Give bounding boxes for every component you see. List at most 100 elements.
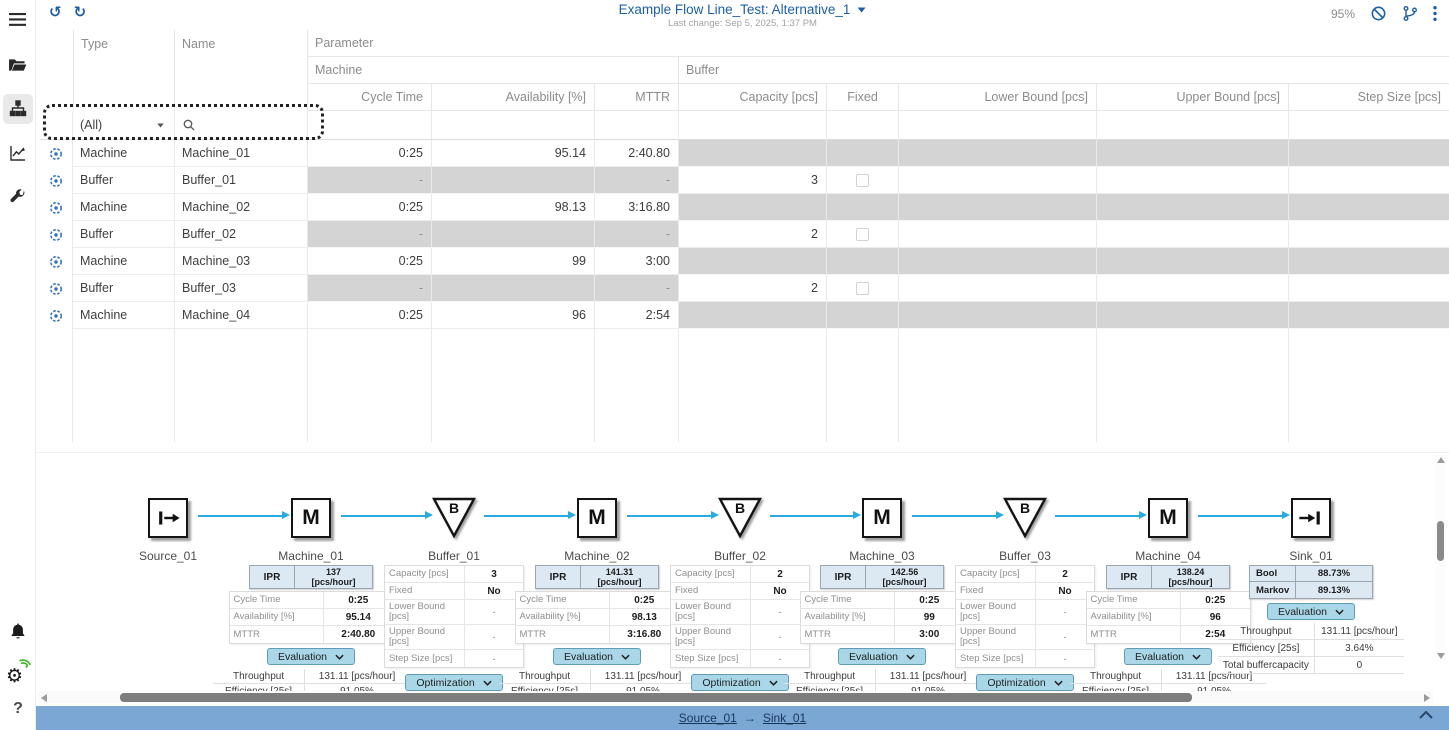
flow-arrow [1055, 511, 1147, 520]
node-buffer[interactable]: B [431, 496, 477, 540]
evaluation-dropdown-button[interactable]: Evaluation [837, 648, 927, 665]
fixed-checkbox[interactable] [856, 173, 869, 187]
tools-wrench-icon[interactable] [0, 178, 36, 216]
optimization-dropdown-button[interactable]: Optimization [976, 674, 1074, 691]
cell-lower-bound[interactable] [899, 221, 1097, 248]
node-sink[interactable] [1291, 498, 1331, 538]
svg-text:B: B [449, 500, 459, 516]
cell-availability[interactable]: 98.13 [432, 194, 595, 221]
cell-cycle-time[interactable]: 0:25 [308, 194, 432, 221]
undo-icon[interactable]: ↺ [49, 3, 62, 21]
evaluation-dropdown-button[interactable]: Evaluation [266, 648, 356, 665]
node-label: Source_01 [138, 549, 198, 563]
fixed-checkbox[interactable] [856, 227, 869, 241]
cell-lower-bound[interactable] [899, 167, 1097, 194]
cell-mttr[interactable]: 3:16.80 [595, 194, 679, 221]
cell-mttr[interactable]: 3:00 [595, 248, 679, 275]
flow-arrow [770, 511, 861, 520]
cell-lower-bound[interactable] [899, 275, 1097, 302]
source-icon [159, 511, 180, 525]
diagram-horizontal-scrollbar[interactable] [38, 691, 1433, 703]
chevron-down-icon [621, 654, 630, 660]
evaluation-dropdown-button[interactable]: Evaluation [552, 648, 642, 665]
cell-step-size[interactable] [1289, 167, 1449, 194]
scroll-up-arrow[interactable] [1436, 457, 1445, 463]
vertical-scrollbar-thumb[interactable] [1437, 521, 1444, 561]
optimization-dropdown-button[interactable]: Optimization [405, 674, 503, 691]
cell-upper-bound[interactable] [1097, 221, 1289, 248]
source-link[interactable]: Source_01 [678, 711, 737, 725]
cell-upper-bound[interactable] [1097, 167, 1289, 194]
optimization-dropdown-button[interactable]: Optimization [691, 674, 789, 691]
flow-diagram: Source_01 M Machine_01 IPR 137 [pcs/hour]… [36, 452, 1449, 706]
page-title: Example Flow Line_Test: Alternative_1 [618, 2, 851, 17]
node-buffer[interactable]: B [1002, 496, 1048, 540]
evaluation-dropdown-button[interactable]: Evaluation [1266, 603, 1356, 620]
row-target-icon[interactable] [40, 167, 73, 194]
cell-name: Buffer_02 [175, 221, 308, 248]
branch-icon[interactable] [1402, 5, 1418, 22]
evaluation-dropdown-button[interactable]: Evaluation [1123, 648, 1213, 665]
node-label: Machine_01 [278, 549, 344, 563]
chevron-down-icon [906, 654, 915, 660]
sink-link[interactable]: Sink_01 [762, 711, 807, 725]
more-options-kebab-icon[interactable] [1433, 5, 1437, 22]
row-target-icon[interactable] [40, 248, 73, 275]
caret-down-icon [857, 7, 866, 12]
cell-mttr[interactable]: 2:40.80 [595, 140, 679, 167]
row-target-icon[interactable] [40, 140, 73, 167]
type-filter-dropdown[interactable]: (All) [73, 111, 175, 140]
scroll-right-arrow[interactable] [1424, 693, 1430, 702]
chevron-down-icon [1054, 680, 1063, 686]
name-filter-search[interactable] [175, 111, 308, 140]
fixed-checkbox[interactable] [856, 281, 869, 295]
results-chart-icon[interactable] [0, 134, 36, 172]
sink-icon [1299, 511, 1320, 525]
open-project-icon[interactable] [0, 46, 36, 84]
notifications-bell-icon[interactable] [9, 623, 27, 642]
node-label: Buffer_02 [714, 549, 766, 563]
disable-icon[interactable] [1370, 5, 1387, 22]
cell-availability[interactable]: 96 [432, 302, 595, 329]
flow-arrow [484, 511, 576, 520]
path-arrow: → [743, 711, 756, 725]
buffer-params-table: Capacity [pcs] 2 Fixed No Lower Bound [pcs… [955, 565, 1095, 668]
scroll-left-arrow[interactable] [41, 693, 47, 702]
redo-icon[interactable]: ↻ [73, 3, 87, 21]
cell-step-size[interactable] [1289, 221, 1449, 248]
row-target-icon[interactable] [40, 302, 73, 329]
table-header: Type Name Parameter Machine Buffer Cycle… [40, 30, 1449, 111]
cell-cycle-time[interactable]: 0:25 [308, 140, 432, 167]
cell-capacity[interactable]: 3 [679, 167, 827, 194]
row-target-icon[interactable] [40, 194, 73, 221]
row-target-icon[interactable] [40, 221, 73, 248]
diagram-vertical-scrollbar[interactable] [1435, 455, 1446, 661]
cell-capacity[interactable]: 2 [679, 221, 827, 248]
node-machine[interactable]: M [1148, 498, 1188, 538]
model-structure-icon[interactable] [2, 94, 33, 124]
row-target-icon[interactable] [40, 275, 73, 302]
menu-icon[interactable] [0, 0, 36, 38]
cell-capacity[interactable]: 2 [679, 275, 827, 302]
cell-cycle-time[interactable]: 0:25 [308, 248, 432, 275]
node-buffer[interactable]: B [717, 496, 763, 540]
cell-step-size[interactable] [1289, 275, 1449, 302]
chevron-down-icon [335, 654, 344, 660]
node-machine[interactable]: M [577, 498, 617, 538]
scroll-down-arrow[interactable] [1436, 653, 1445, 659]
collapse-panel-button[interactable] [1419, 711, 1433, 719]
node-machine[interactable]: M [291, 498, 331, 538]
node-machine[interactable]: M [862, 498, 902, 538]
cell-cycle-time[interactable]: 0:25 [308, 302, 432, 329]
cell-upper-bound[interactable] [1097, 275, 1289, 302]
settings-gear-connection-icon[interactable]: ⚙ [6, 658, 31, 687]
flow-node-column-source-01: Source_01 [108, 495, 228, 563]
project-title-dropdown[interactable]: Example Flow Line_Test: Alternative_1 [619, 2, 867, 17]
help-icon[interactable]: ? [13, 700, 23, 717]
cell-availability[interactable]: 95.14 [432, 140, 595, 167]
flow-arrow [198, 511, 290, 520]
cell-mttr[interactable]: 2:54 [595, 302, 679, 329]
horizontal-scrollbar-thumb[interactable] [120, 692, 1192, 702]
node-source[interactable] [148, 498, 188, 538]
cell-availability[interactable]: 99 [432, 248, 595, 275]
